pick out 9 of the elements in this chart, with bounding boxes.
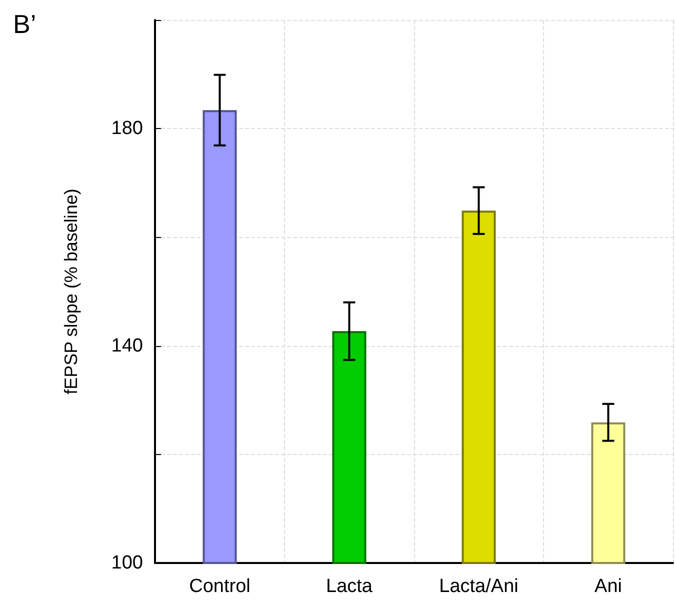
chart-title: B’ [13, 9, 36, 39]
y-tick-label: 180 [111, 118, 143, 140]
y-tick-label: 140 [111, 335, 143, 356]
x-tick-label: Lacta [326, 576, 373, 597]
y-tick-label: 100 [111, 552, 143, 574]
x-tick-label: Control [189, 576, 250, 597]
x-tick-label: Ani [594, 576, 622, 597]
y-axis-title: fEPSP slope (% baseline) [61, 188, 81, 394]
x-tick-label: Lacta/Ani [439, 576, 518, 597]
